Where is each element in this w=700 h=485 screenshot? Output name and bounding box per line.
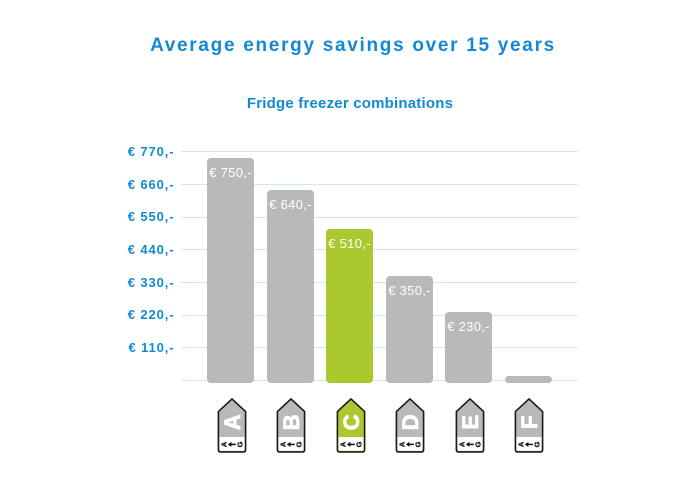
svg-text:D: D [397,414,422,430]
svg-text:A: A [219,441,228,447]
svg-text:A: A [457,441,466,447]
svg-text:A: A [397,441,406,447]
svg-text:A: A [338,441,347,447]
svg-text:G: G [473,441,482,447]
svg-text:G: G [354,441,363,447]
svg-text:C: C [338,414,363,430]
svg-text:G: G [294,441,303,447]
svg-text:A: A [219,414,244,430]
svg-text:G: G [235,441,244,447]
svg-text:B: B [278,414,303,430]
svg-text:A: A [278,441,287,447]
svg-text:G: G [532,441,541,447]
svg-text:E: E [457,415,482,430]
svg-text:A: A [516,441,525,447]
svg-text:F: F [516,416,541,429]
svg-text:G: G [413,441,422,447]
